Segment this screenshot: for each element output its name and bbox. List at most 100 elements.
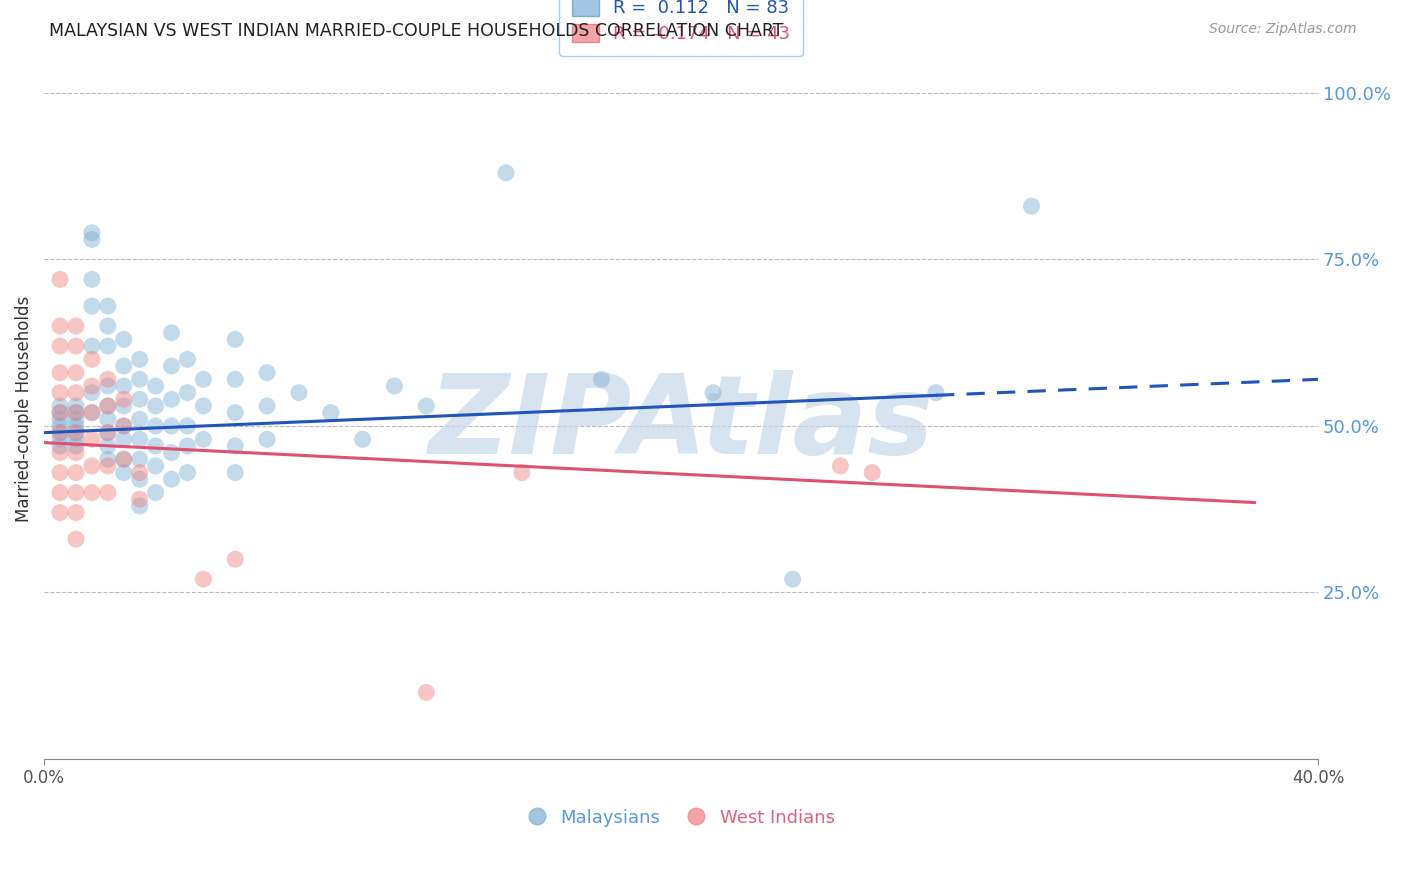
- Point: [97, 399, 120, 413]
- Point: [80, 406, 103, 420]
- Point: [49, 366, 72, 380]
- Point: [112, 379, 135, 393]
- Point: [145, 419, 167, 434]
- Point: [145, 485, 167, 500]
- Point: [97, 372, 120, 386]
- Point: [80, 485, 103, 500]
- Point: [80, 458, 103, 473]
- Point: [65, 339, 87, 353]
- Point: [65, 466, 87, 480]
- Point: [49, 406, 72, 420]
- Point: [510, 466, 533, 480]
- Point: [112, 452, 135, 467]
- Point: [49, 485, 72, 500]
- Point: [128, 392, 150, 407]
- Point: [384, 379, 406, 393]
- Point: [65, 319, 87, 334]
- Point: [256, 399, 278, 413]
- Point: [160, 445, 183, 459]
- Point: [176, 439, 198, 453]
- Point: [495, 166, 517, 180]
- Point: [352, 432, 374, 446]
- Point: [80, 352, 103, 367]
- Point: [415, 399, 437, 413]
- Point: [193, 572, 215, 586]
- Point: [112, 466, 135, 480]
- Point: [49, 399, 72, 413]
- Point: [80, 226, 103, 240]
- Point: [128, 452, 150, 467]
- Point: [591, 372, 613, 386]
- Point: [97, 399, 120, 413]
- Point: [176, 352, 198, 367]
- Point: [49, 419, 72, 434]
- Point: [49, 425, 72, 440]
- Point: [49, 466, 72, 480]
- Point: [65, 425, 87, 440]
- Point: [97, 458, 120, 473]
- Point: [112, 399, 135, 413]
- Point: [97, 452, 120, 467]
- Point: [128, 372, 150, 386]
- Point: [65, 432, 87, 446]
- Point: [112, 392, 135, 407]
- Point: [112, 359, 135, 373]
- Point: [97, 299, 120, 313]
- Point: [176, 385, 198, 400]
- Point: [97, 425, 120, 440]
- Point: [65, 412, 87, 426]
- Point: [128, 412, 150, 426]
- Text: Source: ZipAtlas.com: Source: ZipAtlas.com: [1209, 22, 1357, 37]
- Point: [128, 352, 150, 367]
- Point: [128, 432, 150, 446]
- Point: [49, 432, 72, 446]
- Point: [193, 399, 215, 413]
- Point: [193, 372, 215, 386]
- Point: [65, 406, 87, 420]
- Point: [65, 419, 87, 434]
- Point: [97, 412, 120, 426]
- Point: [415, 685, 437, 699]
- Point: [224, 552, 246, 566]
- Point: [112, 419, 135, 434]
- Point: [160, 326, 183, 340]
- Point: [224, 372, 246, 386]
- Point: [65, 485, 87, 500]
- Point: [145, 458, 167, 473]
- Point: [128, 472, 150, 486]
- Point: [112, 452, 135, 467]
- Point: [782, 572, 804, 586]
- Point: [224, 406, 246, 420]
- Point: [925, 385, 948, 400]
- Point: [97, 425, 120, 440]
- Point: [80, 232, 103, 246]
- Legend: Malaysians, West Indians: Malaysians, West Indians: [520, 801, 842, 834]
- Point: [65, 532, 87, 546]
- Point: [49, 439, 72, 453]
- Y-axis label: Married-couple Households: Married-couple Households: [15, 296, 32, 523]
- Point: [830, 458, 852, 473]
- Point: [256, 366, 278, 380]
- Point: [49, 385, 72, 400]
- Point: [160, 419, 183, 434]
- Point: [1021, 199, 1043, 213]
- Text: MALAYSIAN VS WEST INDIAN MARRIED-COUPLE HOUSEHOLDS CORRELATION CHART: MALAYSIAN VS WEST INDIAN MARRIED-COUPLE …: [49, 22, 783, 40]
- Point: [49, 425, 72, 440]
- Point: [97, 339, 120, 353]
- Point: [176, 419, 198, 434]
- Point: [97, 319, 120, 334]
- Point: [65, 366, 87, 380]
- Point: [319, 406, 342, 420]
- Point: [112, 432, 135, 446]
- Point: [49, 272, 72, 286]
- Point: [80, 299, 103, 313]
- Point: [224, 466, 246, 480]
- Point: [145, 379, 167, 393]
- Point: [128, 499, 150, 513]
- Point: [160, 392, 183, 407]
- Point: [49, 406, 72, 420]
- Point: [65, 445, 87, 459]
- Point: [97, 439, 120, 453]
- Point: [80, 339, 103, 353]
- Point: [193, 432, 215, 446]
